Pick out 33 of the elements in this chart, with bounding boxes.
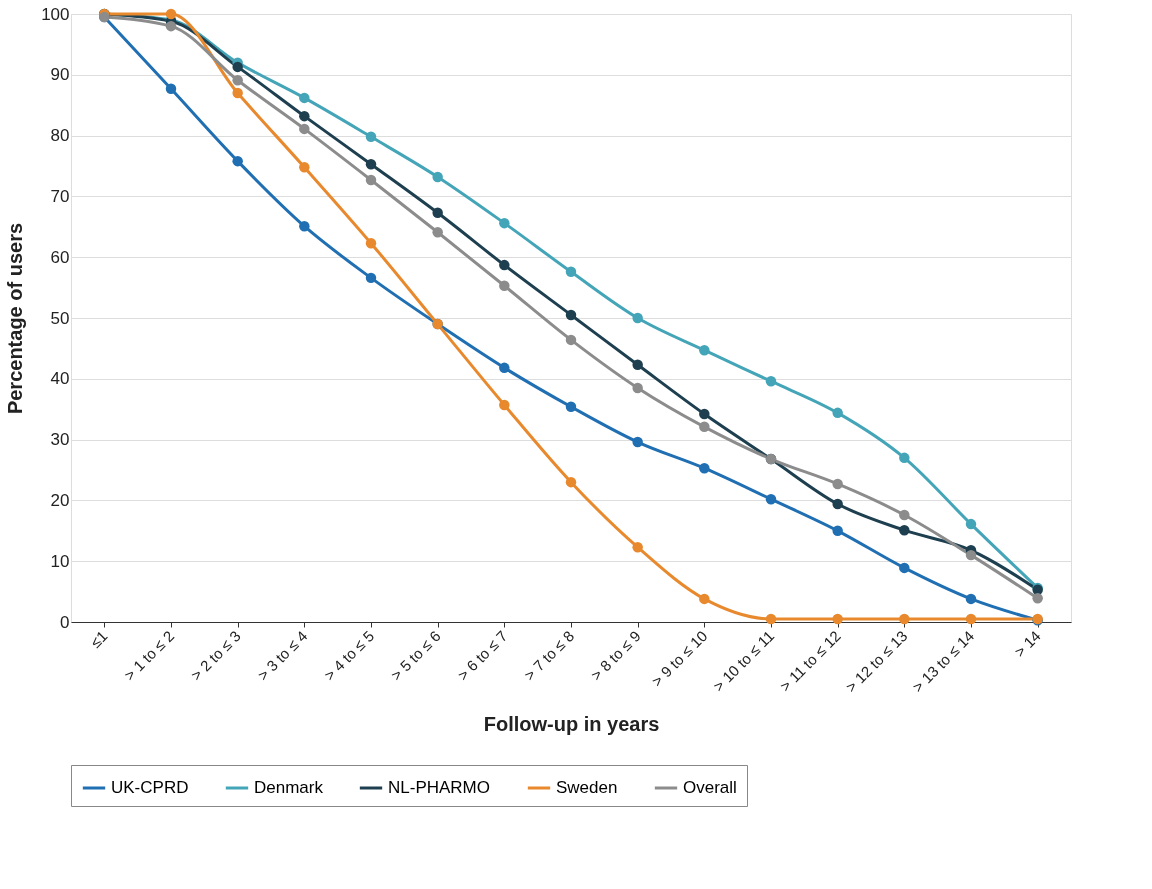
legend-label: Overall [683,778,737,797]
y-axis-title: Percentage of users [4,222,27,415]
x-tick-label: > 12 to ≤ 13 [842,627,911,696]
y-tick-label: 90 [50,65,70,85]
x-tick-label: > 2 to ≤ 3 [187,627,244,684]
legend-label: UK-CPRD [111,778,189,797]
x-tick-label: > 10 to ≤ 11 [709,627,778,695]
y-tick-label: 100 [41,4,70,24]
legend-label: NL-PHARMO [388,778,491,797]
y-tick-label: 10 [50,551,70,571]
y-tick-label: 50 [50,308,70,328]
y-tick-label: 20 [50,490,70,510]
legend-label: Sweden [556,778,618,797]
x-tick-label: > 11 to ≤ 12 [776,627,844,695]
x-axis-title: Follow-up in years [483,713,660,736]
x-tick-label: > 9 to ≤ 10 [648,627,711,690]
y-tick-label: 40 [50,369,70,389]
x-tick-label: > 8 to ≤ 9 [587,627,644,684]
x-tick-label: > 3 to ≤ 4 [254,627,311,684]
x-tick-label: > 14 [1010,627,1044,661]
y-tick-label: 70 [50,186,70,206]
y-tick-label: 30 [50,430,70,450]
x-tick-label: > 6 to ≤ 7 [454,627,511,684]
y-tick-label: 80 [50,126,70,146]
x-tick-label: > 13 to ≤ 14 [908,627,978,696]
x-tick-label: ≤1 [86,627,111,651]
x-tick-label: > 4 to ≤ 5 [320,627,378,684]
x-tick-label: > 5 to ≤ 6 [387,627,444,684]
x-tick-label: > 1 to ≤ 2 [120,627,178,684]
legend-label: Denmark [254,778,324,797]
y-tick-label: 0 [60,612,70,632]
y-tick-label: 60 [50,247,70,267]
x-tick-label: > 7 to ≤ 8 [520,627,578,684]
